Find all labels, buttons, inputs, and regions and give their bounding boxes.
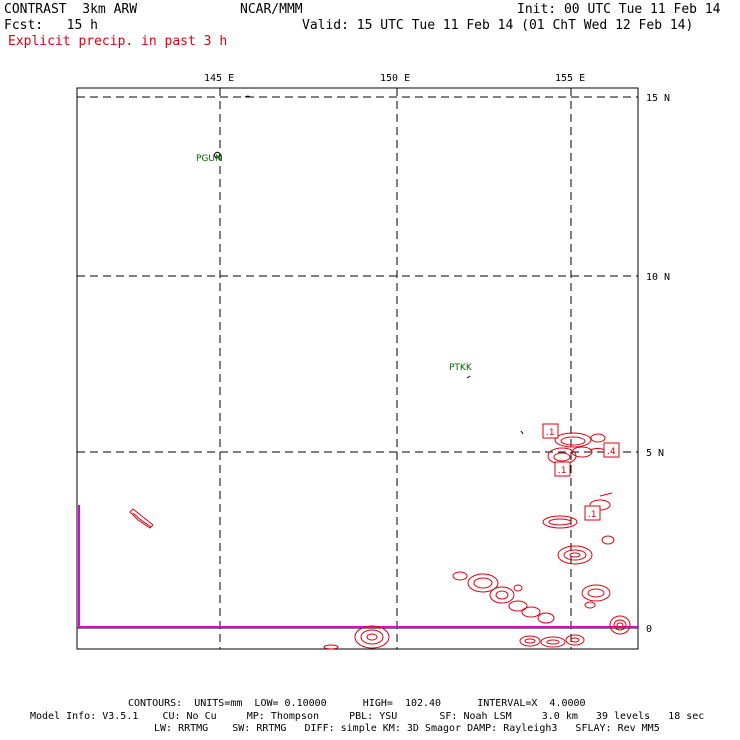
forecast-hour: Fcst: 15 h	[4, 18, 98, 33]
lat-label-eq: 0	[646, 624, 652, 635]
contour-label: .4	[607, 447, 616, 457]
contour-band-southeast	[452, 571, 631, 635]
lat-lon-grid	[77, 88, 638, 649]
lon-label-150: 150 E	[380, 73, 410, 84]
lat-label-15n: 15 N	[646, 93, 670, 104]
contour-labels: .1 .1 .4 .1	[542, 423, 620, 521]
valid-time: Valid: 15 UTC Tue 11 Feb 14 (01 ChT Wed …	[302, 18, 694, 33]
precip-contours	[129, 432, 631, 650]
lon-label-155: 155 E	[555, 73, 585, 84]
station-ptkk: PTKK	[449, 363, 473, 373]
model-info-line2: LW: RRTMG SW: RRTMG DIFF: simple KM: 3D …	[154, 723, 660, 734]
lat-label-5n: 5 N	[646, 448, 664, 459]
contour-cluster-equator	[323, 625, 585, 650]
init-time: Init: 00 UTC Tue 11 Feb 14	[517, 2, 721, 17]
lat-label-10n: 10 N	[646, 272, 670, 283]
lon-label-145: 145 E	[204, 73, 234, 84]
coastlines	[213, 95, 524, 435]
model-info-line1: Model Info: V3.5.1 CU: No Cu MP: Thompso…	[30, 711, 705, 722]
map-frame	[76, 87, 639, 650]
contour-cluster-3n	[542, 515, 615, 565]
domain-boundary	[78, 505, 638, 628]
model-title: CONTRAST 3km ARW	[4, 2, 138, 17]
contour-label: .1	[588, 510, 597, 520]
field-title: Explicit precip. in past 3 h	[8, 34, 228, 49]
org-label: NCAR/MMM	[240, 2, 303, 17]
contour-label: .1	[558, 466, 567, 476]
contour-info: CONTOURS: UNITS=mm LOW= 0.10000 HIGH= 10…	[128, 698, 586, 709]
station-pgum: PGUM	[196, 154, 223, 164]
contour-cluster-west	[129, 508, 154, 529]
contour-label: .1	[546, 428, 555, 438]
